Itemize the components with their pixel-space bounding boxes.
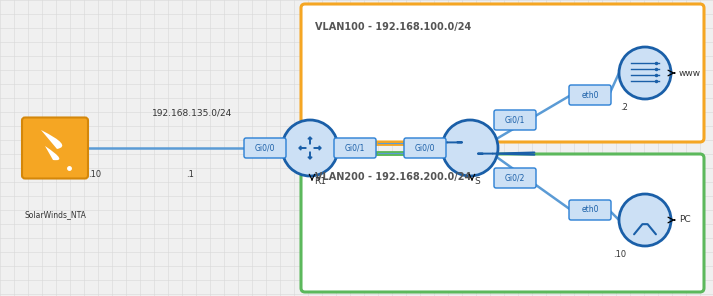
Text: PC: PC <box>679 215 691 224</box>
FancyBboxPatch shape <box>494 110 536 130</box>
Circle shape <box>442 120 498 176</box>
Text: www: www <box>679 68 701 78</box>
Circle shape <box>282 120 338 176</box>
FancyBboxPatch shape <box>301 4 704 142</box>
Text: R1: R1 <box>314 177 326 186</box>
Text: .1: .1 <box>186 170 194 179</box>
FancyBboxPatch shape <box>334 138 376 158</box>
FancyBboxPatch shape <box>22 118 88 178</box>
Text: .10: .10 <box>613 250 627 259</box>
Text: Gi0/0: Gi0/0 <box>255 144 275 152</box>
FancyBboxPatch shape <box>244 138 286 158</box>
Text: SolarWinds_NTA: SolarWinds_NTA <box>24 210 86 219</box>
Text: eth0: eth0 <box>581 205 599 215</box>
FancyBboxPatch shape <box>494 168 536 188</box>
Text: .2: .2 <box>620 103 628 112</box>
Text: Gi0/1: Gi0/1 <box>345 144 365 152</box>
Text: VLAN200 - 192.168.200.0/24: VLAN200 - 192.168.200.0/24 <box>315 172 471 182</box>
Text: VLAN100 - 192.168.100.0/24: VLAN100 - 192.168.100.0/24 <box>315 22 471 32</box>
Text: Gi0/2: Gi0/2 <box>505 173 525 183</box>
Text: S: S <box>474 177 480 186</box>
FancyBboxPatch shape <box>301 154 704 292</box>
Text: Gi0/1: Gi0/1 <box>505 115 525 125</box>
FancyBboxPatch shape <box>404 138 446 158</box>
Circle shape <box>619 47 671 99</box>
FancyBboxPatch shape <box>569 200 611 220</box>
PathPatch shape <box>41 130 62 149</box>
PathPatch shape <box>45 146 59 160</box>
FancyBboxPatch shape <box>569 85 611 105</box>
Circle shape <box>619 194 671 246</box>
Text: 192.168.135.0/24: 192.168.135.0/24 <box>152 109 232 118</box>
Text: Gi0/0: Gi0/0 <box>415 144 435 152</box>
Text: .10: .10 <box>88 170 101 179</box>
Text: eth0: eth0 <box>581 91 599 99</box>
